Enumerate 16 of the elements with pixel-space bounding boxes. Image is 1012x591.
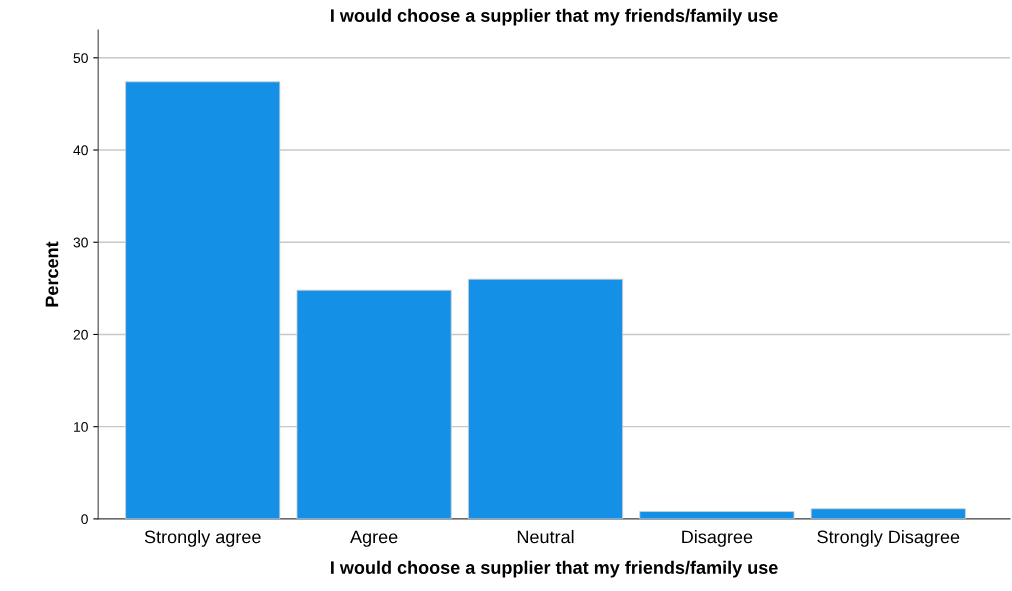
y-tick-label: 40 <box>73 145 88 156</box>
bar <box>810 508 966 519</box>
x-tick-label: Strongly agree <box>144 530 261 547</box>
y-axis-title: Percent <box>45 241 59 307</box>
y-tick-label: 30 <box>73 237 88 248</box>
x-tick-label: Disagree <box>682 530 753 547</box>
x-axis-title: I would choose a supplier that my friends/family use <box>331 560 778 578</box>
x-tick-label: Neutral <box>517 530 574 544</box>
y-tick-label: 50 <box>73 53 88 63</box>
x-tick-label: Strongly Disagree <box>817 530 960 547</box>
y-tick-label: 10 <box>74 422 88 432</box>
y-tick-label: 0 <box>81 514 88 525</box>
x-tick-label: Agree <box>350 530 398 547</box>
chart-title: I would choose a supplier that my friends/family use <box>331 8 778 26</box>
y-tick-label: 20 <box>73 329 88 340</box>
bar <box>639 511 795 519</box>
